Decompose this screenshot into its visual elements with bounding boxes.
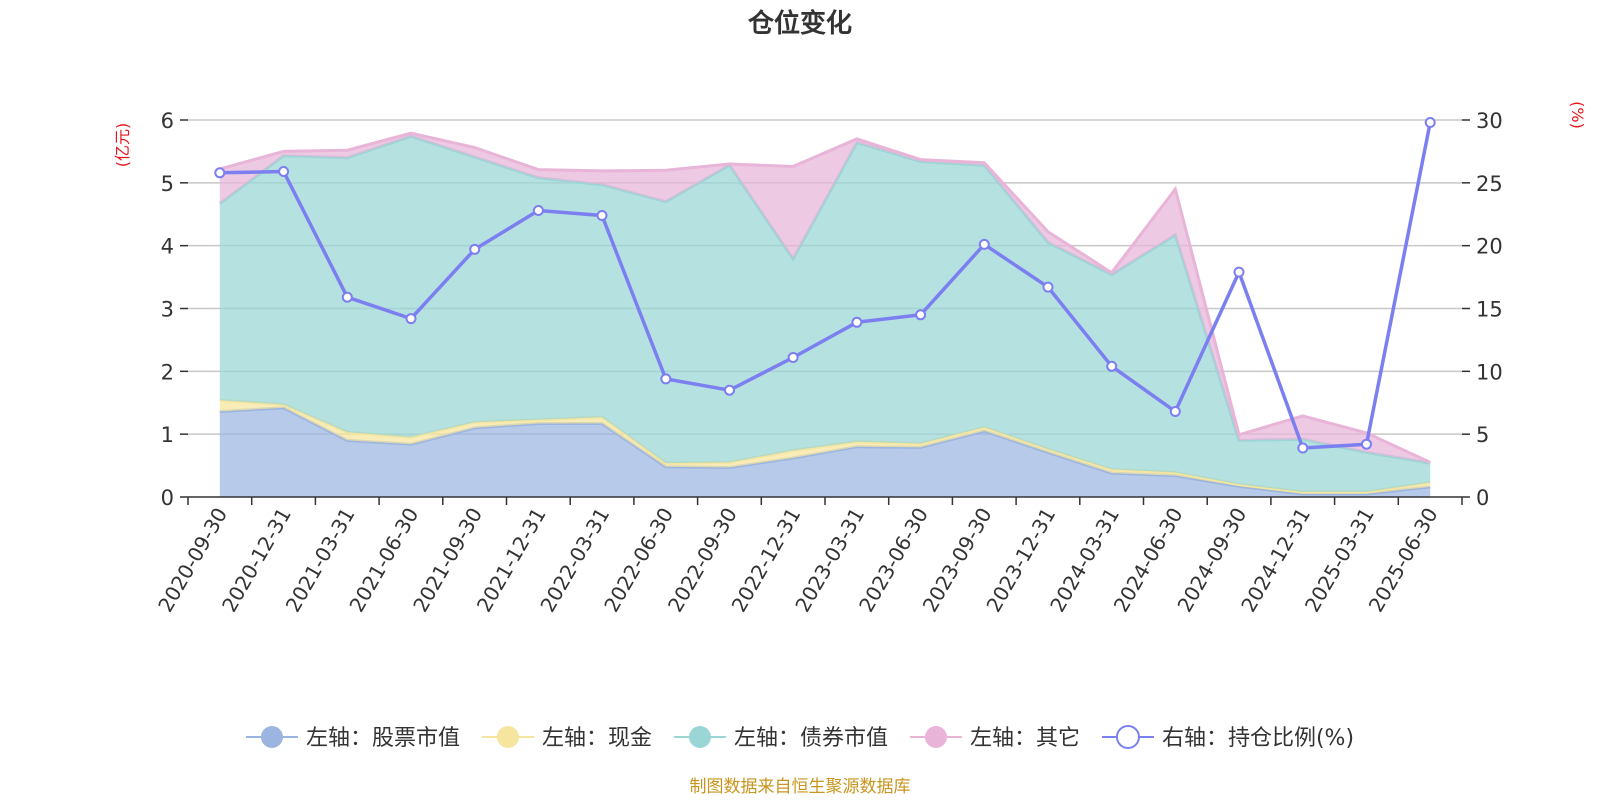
ratio-point [405,313,417,325]
left-axis-unit: (亿元) [113,123,132,168]
left-tick-label: 3 [161,298,174,322]
legend-marker [1115,725,1140,749]
data-source-note: 制图数据来自恒生聚源数据库 [690,777,911,797]
legend-label: 左轴：债券市值 [734,726,888,751]
legend-label: 右轴：持仓比例(%) [1162,726,1354,751]
legend-marker [260,726,283,748]
ratio-point [660,373,672,385]
left-tick-label: 2 [161,360,174,384]
ratio-point [596,210,608,221]
ratio-point [787,352,799,363]
left-tick-label: 6 [161,109,174,133]
ratio-point [1424,117,1436,128]
area-fill [219,136,1431,493]
legend-item: 左轴：股票市值 [245,726,460,751]
legend: 左轴：股票市值 左轴：现金 左轴：债券市值 左轴：其它 右轴：持仓比例(%) [245,725,1354,751]
ratio-point [341,291,353,303]
legend-marker [924,726,947,748]
legend-label: 左轴：现金 [542,726,652,751]
left-tick-label: 4 [161,235,174,259]
legend-label: 左轴：其它 [970,726,1080,751]
left-tick-label: 5 [161,172,174,196]
ratio-point [724,384,735,396]
right-tick-label: 30 [1476,109,1503,133]
right-tick-label: 5 [1476,423,1489,447]
chart-title: 仓位变化 [747,8,852,39]
right-tick-label: 15 [1476,298,1503,322]
legend-item: 右轴：持仓比例(%) [1101,725,1354,751]
legend-item: 左轴：债券市值 [673,726,888,751]
right-tick-label: 0 [1476,486,1489,510]
right-axis-unit: (%) [1568,101,1587,129]
ratio-point [1233,266,1245,278]
ratio-point [978,238,990,250]
ratio-point [915,309,927,321]
area-fill [219,133,1431,464]
right-tick-label: 20 [1476,235,1503,259]
ratio-point [532,205,544,216]
ratio-point [1361,438,1372,450]
area-layers [218,131,1431,497]
legend-item: 左轴：现金 [481,726,652,751]
legend-item: 左轴：其它 [909,726,1080,751]
ratio-line-layer [214,117,1436,454]
ratio-point [214,167,226,179]
legend-marker [496,726,519,748]
left-tick-label: 0 [161,486,174,510]
ratio-point [851,316,863,328]
legend-label: 左轴：股票市值 [306,726,460,751]
ratio-point [1169,406,1181,417]
area-edge-line [219,131,1431,464]
ratio-point [278,166,290,177]
right-tick-label: 25 [1476,172,1503,196]
ratio-point [1297,442,1309,454]
ratio-point [1042,281,1054,293]
left-tick-label: 1 [161,423,174,447]
ratio-point [469,243,481,255]
legend-marker [688,726,711,748]
ratio-line [219,122,1432,450]
right-tick-label: 10 [1476,360,1503,384]
ratio-point [1106,360,1118,372]
